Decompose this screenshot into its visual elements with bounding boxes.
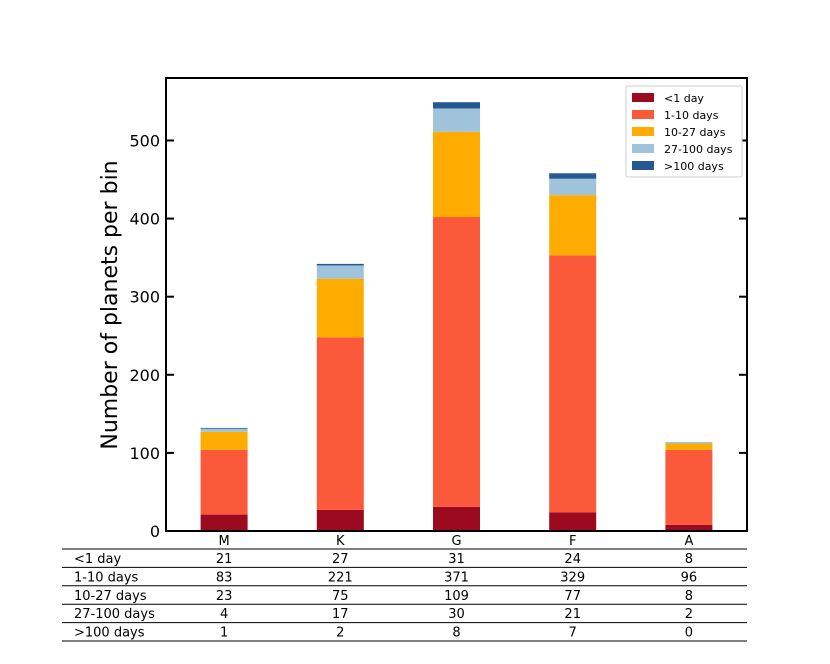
bar-F-lt1-day	[549, 512, 597, 531]
table-cell: 329	[560, 570, 585, 585]
table-row-label: 27-100 days	[74, 607, 155, 622]
table-row-label: 10-27 days	[74, 589, 147, 604]
bar-M-27-100-days	[200, 428, 248, 432]
y-axis: 0 100 200 300 400 500	[129, 131, 747, 541]
bar-K-10-27-days	[316, 278, 364, 338]
legend-label-10-27-days: 10-27 days	[664, 126, 726, 139]
data-table: <1 day 21 27 31 24 81-10 days 83 221 371 329 9610-…	[62, 548, 747, 642]
table-cell: 1	[220, 626, 228, 641]
category-label-G: G	[451, 534, 461, 549]
legend-label-gt100-days: >100 days	[664, 160, 724, 173]
table-cell: 8	[685, 552, 693, 567]
bar-G-1-10-days	[433, 217, 480, 507]
y-axis-label: Number of planets per bin	[98, 160, 123, 449]
table-cell: 4	[220, 607, 228, 622]
legend-swatch-1-10-days	[632, 110, 654, 119]
legend-swatch-10-27-days	[632, 127, 654, 136]
table-cell: 221	[328, 570, 353, 585]
bar-G-gt100-days	[433, 102, 480, 109]
legend-swatch-27-100-days	[632, 144, 654, 153]
legend-swatch-gt100-days	[632, 161, 654, 170]
y-tick-label: 100	[129, 444, 160, 463]
bar-K-lt1-day	[316, 509, 364, 531]
category-label-F: F	[569, 534, 576, 549]
table-cell: 8	[452, 626, 460, 641]
table-cell: 24	[564, 552, 581, 567]
category-label-K: K	[336, 534, 345, 549]
table-row-label: <1 day	[74, 552, 122, 567]
legend-swatch-lt1-day	[632, 93, 654, 102]
table-cell: 17	[332, 607, 349, 622]
table-cell: 7	[569, 626, 577, 641]
bar-A-lt1-day	[665, 524, 713, 531]
table-cell: 23	[216, 589, 233, 604]
table-cell: 30	[448, 607, 465, 622]
y-tick-label: 300	[129, 288, 160, 307]
bar-K-1-10-days	[316, 337, 364, 510]
bar-A-10-27-days	[665, 443, 713, 450]
bar-F-27-100-days	[549, 178, 597, 196]
table-cell: 371	[444, 570, 469, 585]
y-tick-label: 400	[129, 210, 160, 229]
legend-box	[625, 85, 743, 178]
table-row-label: 1-10 days	[74, 570, 139, 585]
legend-label-27-100-days: 27-100 days	[664, 143, 733, 156]
y-tick-label: 500	[129, 131, 160, 150]
table-cell: 8	[685, 589, 693, 604]
bar-F-10-27-days	[549, 195, 597, 256]
table-cell: 77	[564, 589, 581, 604]
bar-F-1-10-days	[549, 255, 597, 513]
table-cell: 27	[332, 552, 349, 567]
bar-M-10-27-days	[200, 431, 248, 450]
table-cell: 75	[332, 589, 349, 604]
bar-G-10-27-days	[433, 131, 480, 218]
bar-G-27-100-days	[433, 108, 480, 132]
table-cell: 96	[681, 570, 698, 585]
table-cell: 83	[216, 570, 233, 585]
bar-K-27-100-days	[316, 265, 364, 279]
bars-layer	[200, 102, 713, 531]
y-tick-label: 0	[150, 522, 160, 541]
bar-M-gt100-days	[200, 427, 248, 429]
bar-K-gt100-days	[316, 263, 364, 266]
bar-A-1-10-days	[665, 449, 713, 525]
table-cell: 31	[448, 552, 465, 567]
bar-A-27-100-days	[665, 441, 713, 444]
table-cell: 0	[685, 626, 693, 641]
category-label-M: M	[218, 534, 229, 549]
bar-M-lt1-day	[200, 514, 248, 531]
table-cell: 2	[685, 607, 693, 622]
table-cell: 2	[336, 626, 344, 641]
bar-F-gt100-days	[549, 173, 597, 179]
y-tick-label: 200	[129, 366, 160, 385]
bar-G-lt1-day	[433, 506, 480, 531]
plot-frame	[165, 77, 748, 532]
table-cell: 21	[216, 552, 233, 567]
table-cell: 21	[564, 607, 581, 622]
legend: <1 day 1-10 days 10-27 days 27-100 days >100…	[625, 85, 743, 178]
category-label-A: A	[684, 534, 693, 549]
table-cell: 109	[444, 589, 469, 604]
legend-label-lt1-day: <1 day	[664, 92, 704, 105]
table-row-label: >100 days	[74, 626, 145, 641]
bar-M-1-10-days	[200, 449, 248, 515]
legend-label-1-10-days: 1-10 days	[664, 109, 719, 122]
